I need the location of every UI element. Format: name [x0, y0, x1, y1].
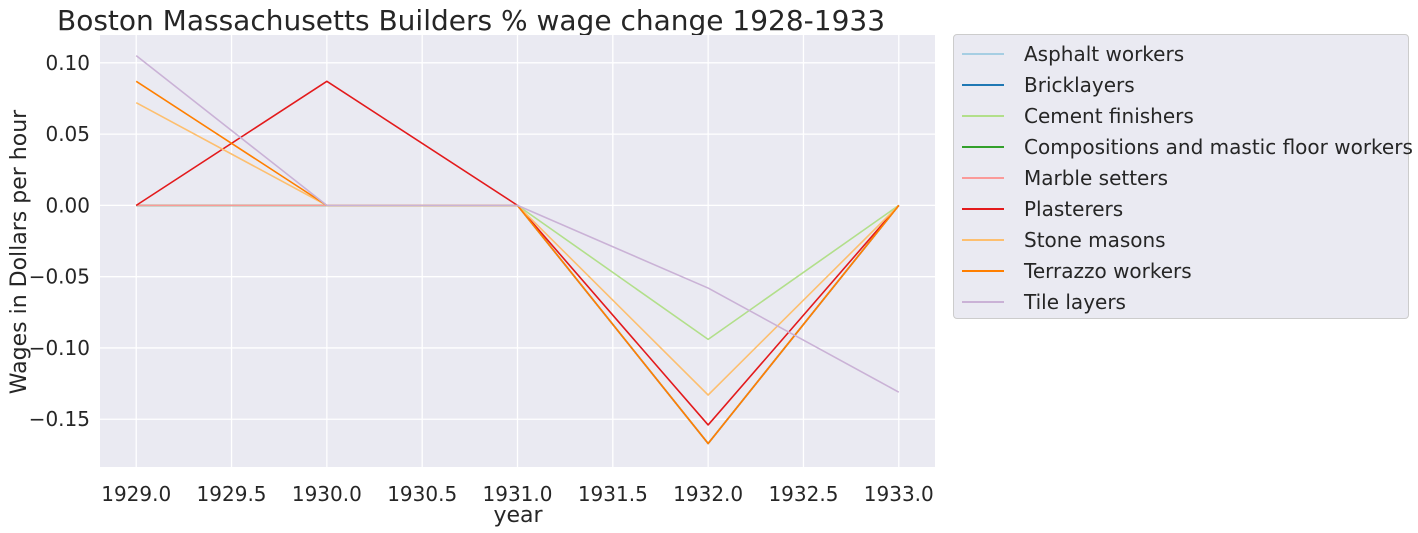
- legend-item: Terrazzo workers: [954, 255, 1192, 286]
- chart-title: Boston Massachusetts Builders % wage cha…: [57, 4, 885, 37]
- tick-labels: 1929.0 1929.5 1930.0 1930.5 1931.0 1931.5 1932…: [29, 51, 934, 506]
- legend-item: Cement finishers: [954, 100, 1194, 131]
- legend-swatch: [962, 83, 1004, 86]
- y-tick-label: 0.05: [45, 122, 90, 146]
- legend-label: Cement finishers: [1024, 103, 1194, 128]
- x-tick-label: 1931.0: [483, 482, 553, 506]
- legend-label: Compositions and mastic floor workers: [1024, 134, 1413, 159]
- x-tick-label: 1929.5: [197, 482, 267, 506]
- legend-item: Marble setters: [954, 162, 1168, 193]
- legend-item: Plasterers: [954, 193, 1123, 224]
- legend-item: Bricklayers: [954, 69, 1135, 100]
- legend-label: Plasterers: [1024, 196, 1124, 221]
- x-axis-label: year: [493, 503, 543, 528]
- legend-label: Marble setters: [1024, 165, 1169, 190]
- legend-item: Compositions and mastic floor workers: [954, 131, 1413, 162]
- legend-swatch: [962, 52, 1004, 55]
- legend-label: Asphalt workers: [1024, 41, 1185, 66]
- x-tick-label: 1930.5: [387, 482, 457, 506]
- legend-swatch: [962, 269, 1004, 272]
- y-tick-label: −0.15: [29, 407, 90, 431]
- legend-label: Terrazzo workers: [1024, 258, 1192, 283]
- legend-label: Tile layers: [1024, 289, 1126, 314]
- legend-item: Tile layers: [954, 286, 1126, 317]
- legend-swatch: [962, 238, 1004, 241]
- y-tick-label: −0.10: [29, 336, 90, 360]
- legend-item: Stone masons: [954, 224, 1166, 255]
- legend: Asphalt workers Bricklayers Cement finishe…: [953, 34, 1413, 319]
- series-lines: [135, 55, 900, 445]
- y-tick-label: −0.05: [29, 265, 90, 289]
- legend-swatch: [962, 114, 1004, 117]
- x-tick-label: 1932.0: [673, 482, 743, 506]
- legend-swatch: [962, 300, 1004, 303]
- legend-swatch: [962, 145, 1004, 148]
- y-axis-label: Wages in Dollars per hour: [7, 109, 32, 394]
- legend-item: Asphalt workers: [954, 38, 1184, 69]
- y-tick-label: 0.00: [45, 193, 90, 217]
- x-tick-label: 1929.0: [101, 482, 171, 506]
- x-tick-label: 1932.5: [768, 482, 838, 506]
- series-line-tile-layers: [135, 55, 900, 393]
- legend-label: Stone masons: [1024, 227, 1166, 252]
- x-tick-label: 1930.0: [292, 482, 362, 506]
- legend-swatch: [962, 207, 1004, 210]
- x-tick-label: 1933.0: [864, 482, 934, 506]
- y-tick-label: 0.10: [45, 51, 90, 75]
- x-tick-label: 1931.5: [578, 482, 648, 506]
- legend-label: Bricklayers: [1024, 72, 1135, 97]
- legend-swatch: [962, 176, 1004, 179]
